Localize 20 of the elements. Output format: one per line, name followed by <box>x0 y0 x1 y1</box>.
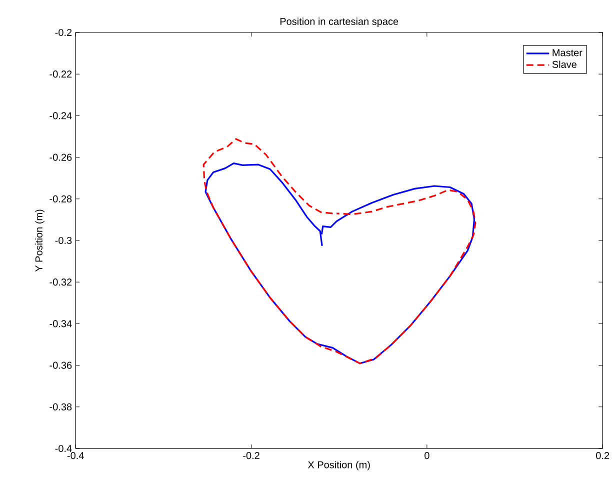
y-axis-title: Y Position (m) <box>35 210 44 272</box>
legend-label: Slave <box>552 60 576 68</box>
x-tick-label: -0.4 <box>67 452 84 460</box>
y-tick-label: -0.36 <box>50 362 72 369</box>
y-tick-label: -0.26 <box>50 154 72 161</box>
y-tick-label: -0.3 <box>55 236 72 244</box>
legend-label: Master <box>552 49 582 56</box>
chart-title: Position in cartesian space <box>280 18 398 27</box>
y-tick-label: -0.2 <box>55 28 72 36</box>
y-tick-label: -0.4 <box>55 444 72 452</box>
y-tick-label: -0.22 <box>50 70 72 78</box>
x-axis-title: X Position (m) <box>308 460 370 470</box>
y-tick-label: -0.34 <box>50 320 72 328</box>
y-tick-label: -0.28 <box>50 195 72 202</box>
x-tick-label: 0.2 <box>596 452 610 460</box>
y-tick-label: -0.32 <box>50 278 72 286</box>
x-tick-label: 0 <box>424 452 430 460</box>
y-tick-label: -0.24 <box>50 112 72 120</box>
y-tick-label: -0.38 <box>50 403 72 410</box>
x-tick-label: -0.2 <box>243 452 260 460</box>
